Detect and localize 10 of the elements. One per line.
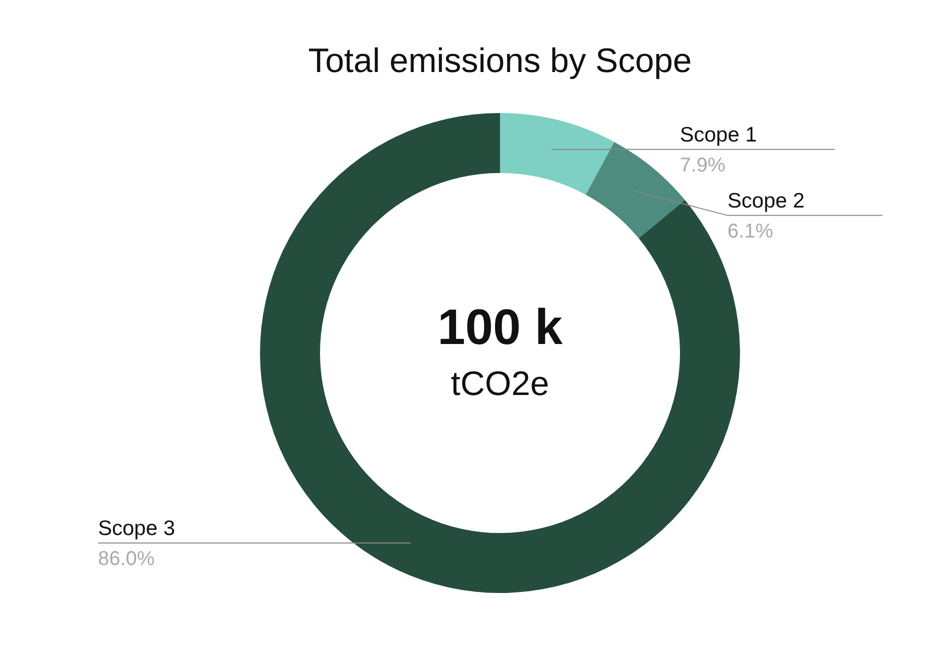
- slice-label: Scope 2: [728, 189, 805, 212]
- slice-label: Scope 3: [98, 517, 176, 540]
- chart-title: Total emissions by Scope: [308, 42, 692, 80]
- donut-slice: [500, 113, 614, 195]
- slice-label: Scope 1: [680, 123, 757, 146]
- data-label: 86.0%: [98, 548, 155, 570]
- data-label: 6.1%: [728, 220, 774, 242]
- data-label: 7.9%: [680, 154, 726, 176]
- text: 100 k: [437, 299, 563, 355]
- text: tCO2e: [450, 365, 550, 403]
